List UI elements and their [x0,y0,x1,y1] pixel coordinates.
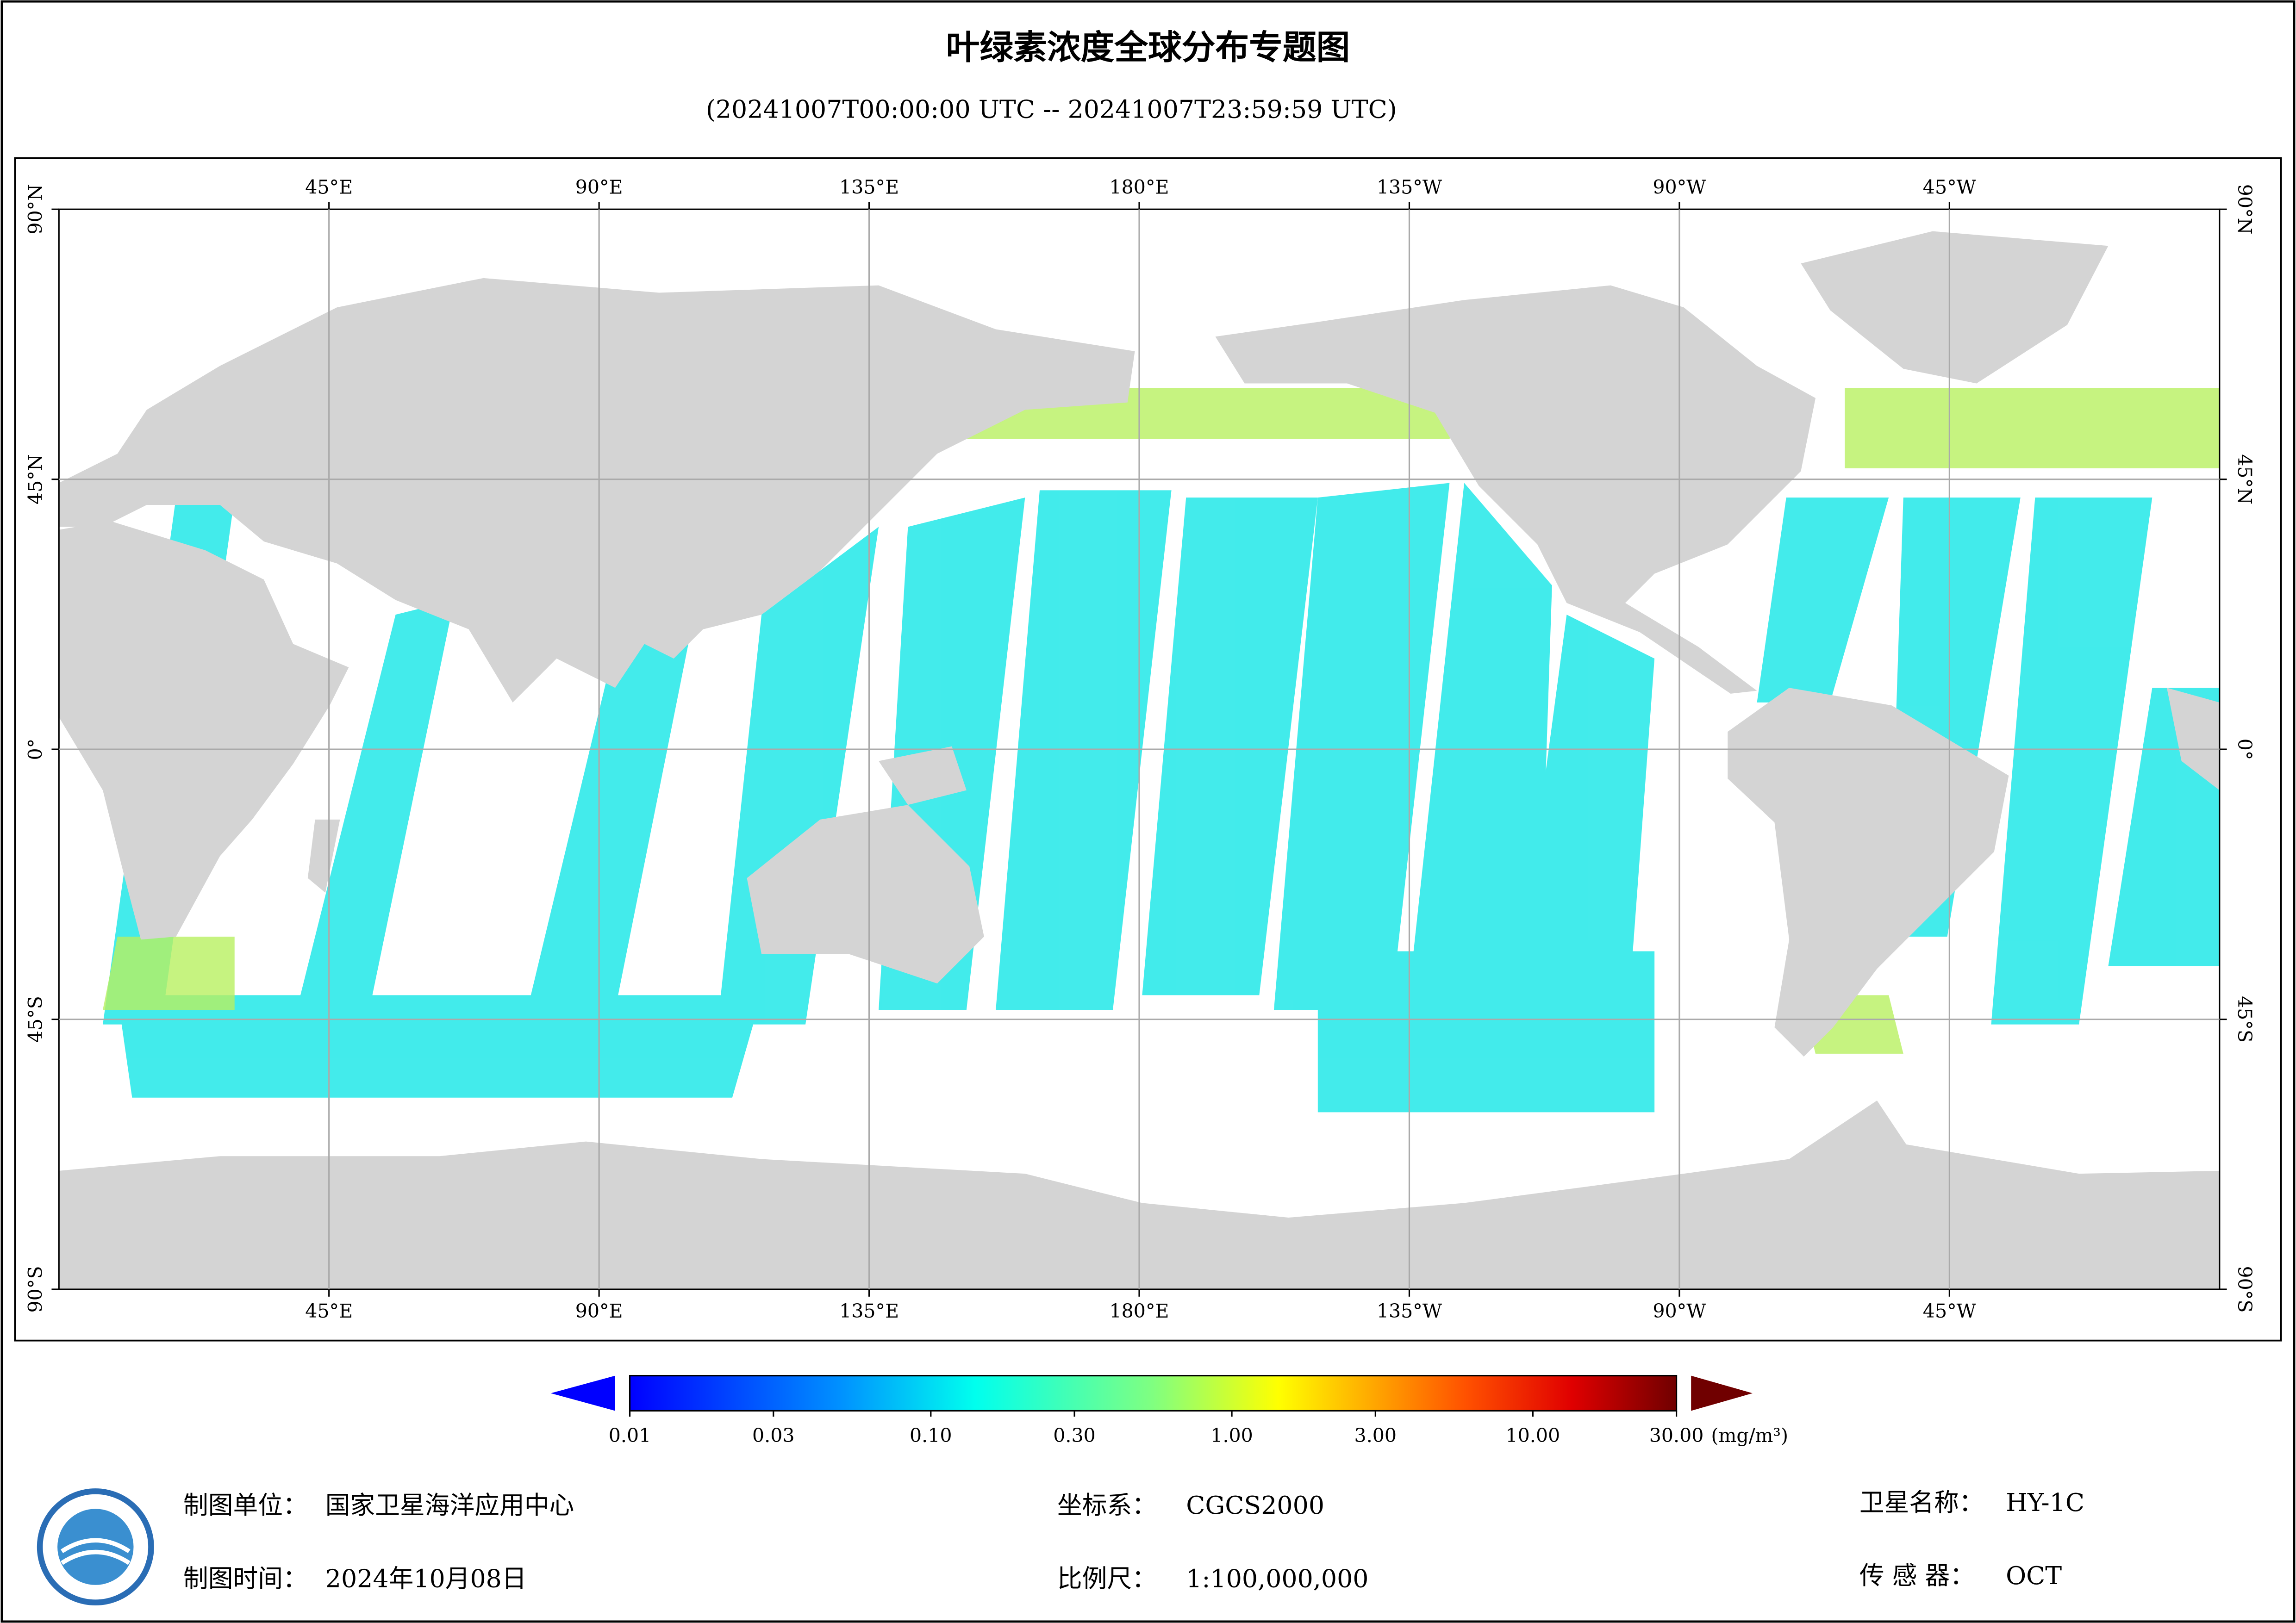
footer-label: 比例尺： [1057,1564,1157,1593]
colorbar-tick-label: 10.00 [1505,1424,1560,1447]
footer-label: 制图时间： [183,1564,308,1593]
map-frame [14,157,2282,1342]
footer-value: HY-1C [2006,1488,2084,1517]
y-tick-label: 90°N [2234,184,2256,235]
x-tick-label: 90°W [1653,176,1706,198]
x-tick-label: 45°E [305,1300,353,1322]
y-tick-label: 0° [2234,739,2256,760]
colorbar-high-arrow [1691,1375,1753,1411]
y-tick-label: 45°N [2234,454,2256,504]
x-tick-label: 135°W [1377,1300,1442,1322]
x-tick-label: 135°E [839,176,899,198]
subtitle: (20241007T00:00:00 UTC -- 20241007T23:59… [706,94,1397,124]
colorbar-tick-label: 0.10 [910,1424,952,1447]
footer-value: 1:100,000,000 [1186,1564,1368,1593]
colorbar [629,1374,1678,1412]
x-tick-label: 45°W [1923,176,1977,198]
x-tick-label: 135°W [1377,176,1442,198]
y-tick-label: 0° [24,739,46,760]
footer-label: 传 感 器： [1859,1561,1975,1590]
title: 叶绿素浓度全球分布专题图 [946,28,1350,68]
y-tick-label: 90°S [2234,1266,2256,1312]
colorbar-tick-label: 30.00 [1649,1424,1704,1447]
y-tick-label: 45°N [24,454,46,504]
x-tick-label: 45°W [1923,1300,1977,1322]
x-tick-label: 180°E [1110,1300,1169,1322]
footer-label: 坐标系： [1057,1491,1157,1520]
colorbar-tick-label: 0.01 [609,1424,651,1447]
x-tick-label: 180°E [1110,176,1169,198]
footer-value: CGCS2000 [1186,1491,1324,1520]
footer-value: OCT [2006,1561,2062,1590]
footer-label: 卫星名称： [1859,1488,1984,1517]
colorbar-tick-label: 0.30 [1053,1424,1096,1447]
colorbar-tick-label: 0.03 [752,1424,795,1447]
y-tick-label: 45°S [24,996,46,1043]
y-tick-label: 45°S [2234,996,2256,1043]
y-tick-label: 90°S [24,1266,46,1312]
footer-label: 制图单位： [183,1491,308,1520]
y-tick-label: 90°N [24,184,46,235]
colorbar-unit: (mg/m³) [1711,1424,1788,1447]
logo [37,1488,154,1606]
x-tick-label: 90°W [1653,1300,1706,1322]
x-tick-label: 90°E [575,1300,623,1322]
colorbar-low-arrow [550,1375,615,1411]
footer-value: 国家卫星海洋应用中心 [325,1491,574,1520]
footer-value: 2024年10月08日 [325,1564,527,1593]
colorbar-tick-label: 3.00 [1354,1424,1397,1447]
map [59,231,2220,1289]
chlorophyll-swaths [103,483,2220,1113]
colorbar-tick-label: 1.00 [1210,1424,1253,1447]
x-tick-label: 45°E [305,176,353,198]
x-tick-label: 90°E [575,176,623,198]
x-tick-label: 135°E [839,1300,899,1322]
